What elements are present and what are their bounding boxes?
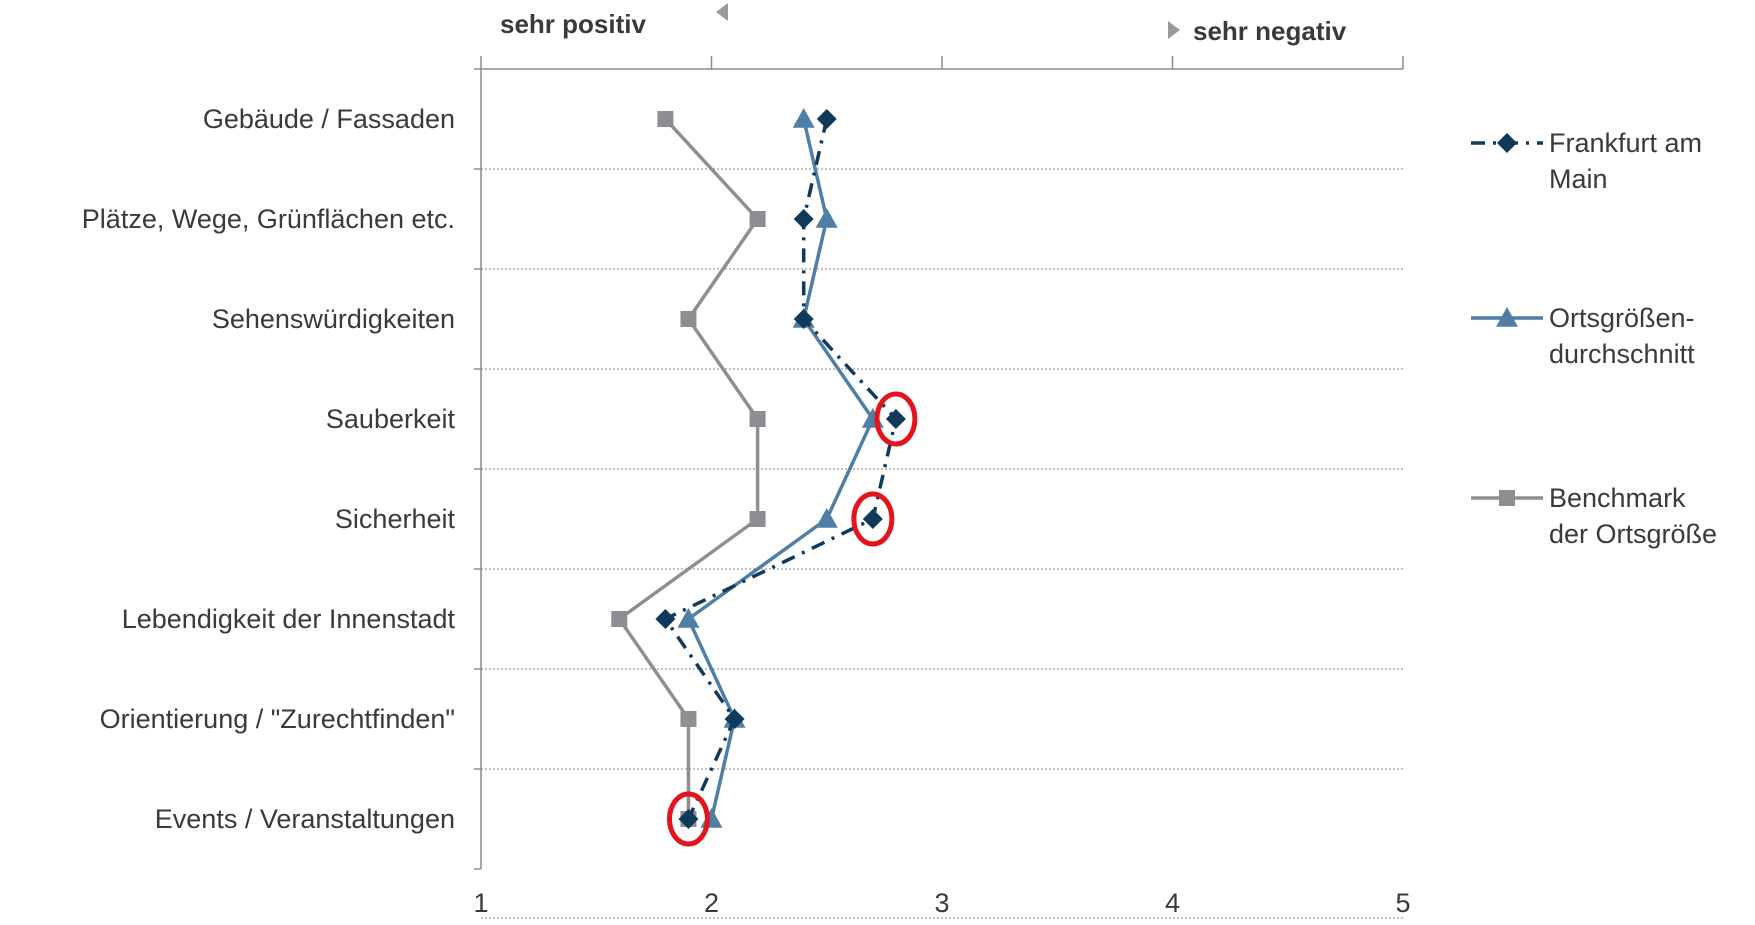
category-label: Sauberkeit [326, 404, 456, 434]
legend-label: der Ortsgröße [1549, 519, 1717, 549]
data-point-benchmark [611, 611, 628, 627]
data-point-ortsgroesse [792, 108, 815, 128]
data-point-frankfurt [793, 209, 814, 229]
data-point-ortsgroesse [815, 508, 838, 528]
data-point-benchmark [749, 411, 766, 427]
tick-labels: 1 2 3 4 5 [473, 888, 1410, 918]
data-point-frankfurt [885, 409, 906, 429]
series-line-ortsgroesse [686, 118, 875, 820]
highlight-circle [874, 391, 918, 447]
data-point-benchmark [749, 211, 766, 227]
legend-label: Benchmark [1549, 483, 1686, 513]
data-point-frankfurt [655, 609, 676, 629]
category-label: Lebendigkeit der Innenstadt [122, 604, 456, 634]
direction-indicator-left: sehr positiv [500, 3, 728, 39]
data-point-ortsgroesse [677, 608, 700, 628]
x-tick-label: 4 [1165, 888, 1180, 918]
arrow-left-icon [716, 3, 728, 21]
legend-item: Ortsgrößen-durchschnitt [1471, 303, 1695, 369]
data-point-frankfurt [678, 809, 699, 829]
data-point-frankfurt [862, 509, 883, 529]
legend-item: Frankfurt am Main [1471, 128, 1702, 194]
data-point-benchmark [680, 311, 697, 327]
data-point-frankfurt [724, 709, 745, 729]
legend-label: durchschnitt [1549, 339, 1695, 369]
x-tick-label: 2 [704, 888, 719, 918]
data-point-ortsgroesse [700, 808, 723, 828]
data-point-benchmark [749, 511, 766, 527]
category-label: Orientierung / "Zurechtfinden" [100, 704, 455, 734]
category-label: Plätze, Wege, Grünflächen etc. [82, 204, 455, 234]
legend-marker-icon [1499, 490, 1515, 506]
category-label: Sehenswürdigkeiten [212, 304, 455, 334]
x-tick-label: 1 [473, 888, 488, 918]
highlight-layer [666, 391, 918, 847]
legend-label: Ortsgrößen- [1549, 303, 1695, 333]
data-point-frankfurt [793, 309, 814, 329]
x-tick-label: 5 [1395, 888, 1410, 918]
series-line-benchmark [617, 117, 760, 819]
category-label: Gebäude / Fassaden [203, 104, 455, 134]
direction-left-label: sehr positiv [500, 9, 646, 39]
category-labels: Gebäude / Fassaden Plätze, Wege, Grünfläc… [82, 104, 456, 834]
highlight-circle [851, 491, 895, 547]
series-frankfurt [655, 109, 906, 829]
legend-marker-icon [1496, 307, 1518, 327]
data-point-benchmark [680, 711, 697, 727]
series-ortsgroesse [677, 108, 884, 828]
data-point-benchmark [657, 111, 674, 127]
direction-indicator-right: sehr negativ [1168, 16, 1347, 46]
x-tick-label: 3 [934, 888, 949, 918]
arrow-right-icon [1168, 21, 1180, 39]
highlight-circle [666, 791, 710, 847]
data-point-frankfurt [816, 109, 837, 129]
legend: Frankfurt am Main Ortsgrößen-durchschnitt B… [1471, 128, 1717, 549]
category-label: Sicherheit [335, 504, 456, 534]
grid-layer [481, 168, 1403, 919]
axis-layer [474, 56, 1404, 870]
legend-label: Frankfurt am [1549, 128, 1702, 158]
category-label: Events / Veranstaltungen [155, 804, 455, 834]
data-point-ortsgroesse [815, 208, 838, 228]
legend-label: Main [1549, 164, 1608, 194]
legend-item: Benchmark der Ortsgröße [1471, 483, 1717, 549]
direction-right-label: sehr negativ [1193, 16, 1347, 46]
data-point-ortsgroesse [861, 408, 884, 428]
legend-marker-icon [1497, 133, 1517, 153]
series-line-frankfurt [663, 118, 898, 820]
